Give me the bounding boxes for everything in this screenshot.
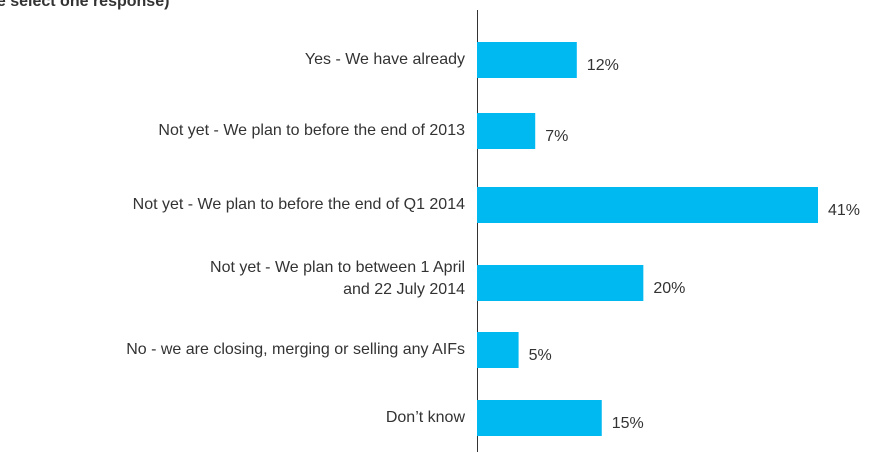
- bar: [477, 332, 519, 368]
- value-label: 20%: [653, 280, 685, 297]
- category-label: Not yet - We plan to before the end of Q…: [133, 196, 465, 213]
- value-label: 7%: [545, 128, 568, 145]
- category-label: No - we are closing, merging or selling …: [126, 341, 465, 358]
- bar: [477, 187, 818, 223]
- category-label: Not yet - We plan to before the end of 2…: [158, 122, 465, 139]
- category-label-line: Not yet - We plan to between 1 April: [210, 259, 465, 276]
- chart-title: se select one response): [0, 0, 169, 10]
- value-label: 12%: [587, 57, 619, 74]
- bar: [477, 113, 536, 149]
- category-label: Don’t know: [386, 409, 466, 426]
- value-label: 15%: [612, 415, 644, 432]
- value-label: 5%: [529, 347, 552, 364]
- bar: [477, 400, 602, 436]
- bar: [477, 265, 644, 301]
- value-label: 41%: [828, 202, 860, 219]
- category-label-line: and 22 July 2014: [343, 281, 465, 298]
- bar: [477, 42, 577, 78]
- category-label: Not yet - We plan to between 1 April and …: [210, 259, 465, 298]
- category-label: Yes - We have already: [305, 51, 465, 68]
